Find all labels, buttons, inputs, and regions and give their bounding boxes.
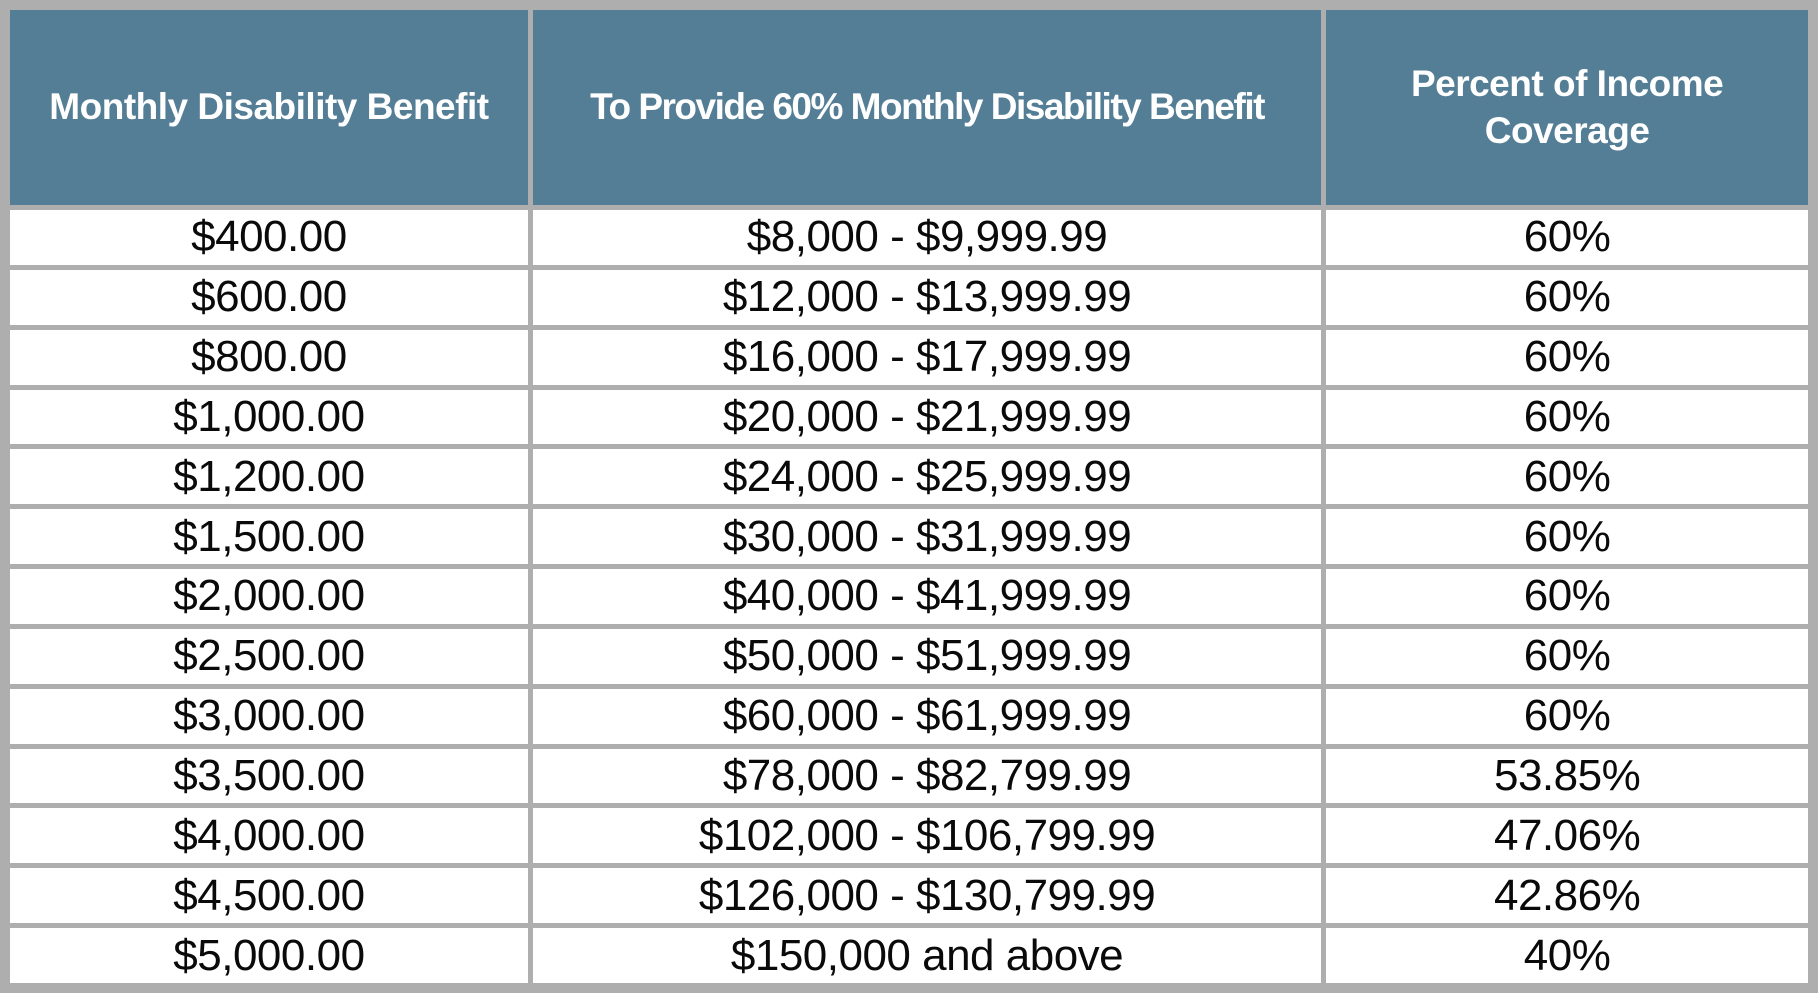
- cell-salary-range: $8,000 - $9,999.99: [527, 205, 1327, 270]
- cell-percent-coverage: 60%: [1321, 324, 1813, 390]
- cell-monthly-benefit: $3,000.00: [5, 683, 533, 749]
- cell-percent-coverage: 60%: [1321, 384, 1813, 450]
- cell-percent-coverage: 40%: [1321, 923, 1813, 988]
- cell-salary-range: $24,000 - $25,999.99: [527, 444, 1327, 510]
- cell-salary-range: $40,000 - $41,999.99: [527, 564, 1327, 629]
- table-row: $1,000.00 $20,000 - $21,999.99 60%: [5, 384, 1813, 450]
- cell-monthly-benefit: $4,500.00: [5, 863, 533, 929]
- table-body: $400.00 $8,000 - $9,999.99 60% $600.00 $…: [5, 205, 1813, 988]
- cell-salary-range: $20,000 - $21,999.99: [527, 384, 1327, 450]
- column-header-percent-coverage: Percent of Income Coverage: [1321, 5, 1813, 210]
- column-header-monthly-benefit: Monthly Disability Benefit: [5, 5, 533, 210]
- cell-percent-coverage: 53.85%: [1321, 743, 1813, 809]
- cell-monthly-benefit: $5,000.00: [5, 923, 533, 988]
- cell-monthly-benefit: $1,500.00: [5, 504, 533, 570]
- table-row: $3,500.00 $78,000 - $82,799.99 53.85%: [5, 743, 1813, 809]
- benefit-table: Monthly Disability Benefit To Provide 60…: [5, 5, 1813, 988]
- cell-salary-range: $30,000 - $31,999.99: [527, 504, 1327, 570]
- table-row: $5,000.00 $150,000 and above 40%: [5, 923, 1813, 988]
- cell-percent-coverage: 60%: [1321, 683, 1813, 749]
- table-row: $1,200.00 $24,000 - $25,999.99 60%: [5, 444, 1813, 510]
- cell-salary-range: $16,000 - $17,999.99: [527, 324, 1327, 390]
- cell-salary-range: $78,000 - $82,799.99: [527, 743, 1327, 809]
- table-row: $600.00 $12,000 - $13,999.99 60%: [5, 264, 1813, 330]
- cell-monthly-benefit: $1,000.00: [5, 384, 533, 450]
- cell-salary-range: $150,000 and above: [527, 923, 1327, 988]
- cell-percent-coverage: 42.86%: [1321, 863, 1813, 929]
- column-header-salary-range: To Provide 60% Monthly Disability Benefi…: [527, 5, 1327, 210]
- table-row: $800.00 $16,000 - $17,999.99 60%: [5, 324, 1813, 390]
- table-row: $1,500.00 $30,000 - $31,999.99 60%: [5, 504, 1813, 570]
- cell-percent-coverage: 60%: [1321, 264, 1813, 330]
- cell-percent-coverage: 60%: [1321, 504, 1813, 570]
- table-row: $3,000.00 $60,000 - $61,999.99 60%: [5, 683, 1813, 749]
- cell-percent-coverage: 60%: [1321, 205, 1813, 270]
- cell-percent-coverage: 60%: [1321, 564, 1813, 629]
- cell-monthly-benefit: $3,500.00: [5, 743, 533, 809]
- cell-monthly-benefit: $400.00: [5, 205, 533, 270]
- cell-monthly-benefit: $2,000.00: [5, 564, 533, 629]
- cell-monthly-benefit: $800.00: [5, 324, 533, 390]
- cell-salary-range: $12,000 - $13,999.99: [527, 264, 1327, 330]
- header-row: Monthly Disability Benefit To Provide 60…: [5, 5, 1813, 210]
- cell-monthly-benefit: $2,500.00: [5, 623, 533, 689]
- cell-monthly-benefit: $1,200.00: [5, 444, 533, 510]
- cell-percent-coverage: 60%: [1321, 623, 1813, 689]
- table-row: $400.00 $8,000 - $9,999.99 60%: [5, 205, 1813, 270]
- cell-percent-coverage: 60%: [1321, 444, 1813, 510]
- table-row: $4,000.00 $102,000 - $106,799.99 47.06%: [5, 803, 1813, 869]
- table-header: Monthly Disability Benefit To Provide 60…: [5, 5, 1813, 210]
- table-row: $4,500.00 $126,000 - $130,799.99 42.86%: [5, 863, 1813, 929]
- cell-salary-range: $60,000 - $61,999.99: [527, 683, 1327, 749]
- cell-salary-range: $50,000 - $51,999.99: [527, 623, 1327, 689]
- table-row: $2,000.00 $40,000 - $41,999.99 60%: [5, 564, 1813, 629]
- table-row: $2,500.00 $50,000 - $51,999.99 60%: [5, 623, 1813, 689]
- cell-salary-range: $102,000 - $106,799.99: [527, 803, 1327, 869]
- cell-monthly-benefit: $600.00: [5, 264, 533, 330]
- cell-monthly-benefit: $4,000.00: [5, 803, 533, 869]
- cell-percent-coverage: 47.06%: [1321, 803, 1813, 869]
- cell-salary-range: $126,000 - $130,799.99: [527, 863, 1327, 929]
